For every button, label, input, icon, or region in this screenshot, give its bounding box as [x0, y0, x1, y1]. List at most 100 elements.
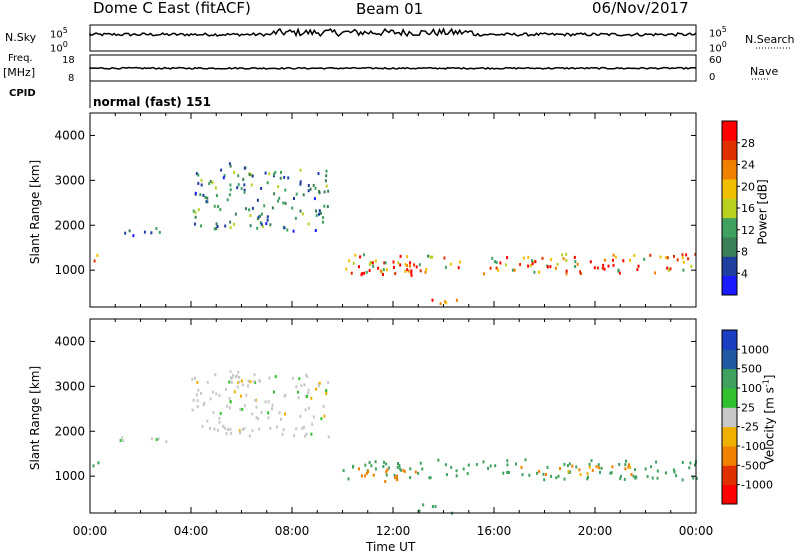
data-cell [318, 381, 321, 385]
data-cell [586, 472, 589, 476]
data-cell [352, 464, 355, 468]
data-cell [541, 256, 544, 260]
power-panel: 1000 2000 3000 4000 [54, 112, 697, 308]
data-cell [415, 265, 418, 269]
data-cell [278, 411, 281, 415]
data-cell [214, 373, 217, 377]
data-cell [681, 478, 684, 482]
data-cell [482, 460, 485, 464]
data-cell [519, 263, 522, 266]
data-cell [358, 265, 360, 269]
data-cell [143, 230, 146, 234]
data-cell [384, 480, 387, 483]
data-cell [495, 266, 498, 270]
data-cell [379, 269, 382, 273]
data-cell [529, 264, 532, 268]
data-cell [625, 459, 627, 463]
data-cell [307, 222, 310, 226]
data-cell [313, 415, 315, 419]
data-cell [413, 263, 416, 267]
power-colorbar: 28 24 20 16 12 8 4 [721, 120, 755, 296]
data-cell [273, 172, 275, 176]
data-cell [243, 166, 246, 170]
data-cell [325, 392, 328, 395]
data-cell [579, 272, 582, 275]
data-cell [249, 380, 252, 384]
data-cell [319, 211, 322, 215]
data-cell [230, 376, 233, 380]
velocity-colorbar-tick-label: -25 [741, 421, 759, 434]
data-cell [418, 509, 421, 513]
data-cell [623, 477, 626, 481]
data-cell [506, 459, 509, 463]
data-cell [506, 256, 509, 260]
data-cell [311, 422, 314, 426]
data-cell [528, 473, 531, 477]
data-cell [410, 269, 413, 273]
data-cell [603, 258, 606, 262]
data-cell [271, 403, 274, 407]
data-cell [618, 271, 621, 275]
data-cell [197, 388, 200, 392]
data-cell [222, 424, 225, 428]
velocity-colorbar-swatch [722, 349, 737, 370]
data-cell [538, 469, 541, 473]
data-cell [222, 176, 225, 180]
data-cell [495, 260, 498, 264]
data-cell [243, 427, 246, 431]
power-colorbar-swatch [722, 198, 737, 219]
data-cell [202, 193, 205, 197]
data-cell [128, 229, 131, 233]
data-cell [255, 405, 258, 409]
data-cell [531, 262, 534, 266]
data-cell [206, 196, 209, 200]
data-cell [313, 197, 316, 201]
data-cell [206, 380, 209, 384]
velocity-colorbar-swatch [722, 465, 737, 486]
data-cell [304, 408, 307, 412]
cpid-label: CPID [9, 88, 36, 99]
data-cell [282, 428, 285, 432]
data-cell [393, 266, 395, 269]
data-cell [499, 261, 502, 265]
velocity-colorbar-swatch [722, 388, 737, 408]
data-cell [229, 427, 232, 431]
data-cell [409, 261, 411, 265]
data-cell [195, 172, 198, 176]
data-cell [234, 212, 237, 216]
data-cell [418, 263, 421, 267]
data-cell [543, 478, 546, 482]
y-tick-label: 3000 [54, 173, 85, 187]
data-cell [284, 188, 287, 192]
data-cell [215, 227, 218, 231]
data-cell [672, 468, 675, 472]
data-cell [422, 503, 425, 507]
data-cell [251, 174, 254, 178]
data-cell [218, 420, 221, 424]
data-cell [201, 424, 204, 428]
data-cell [195, 393, 198, 397]
data-cell [681, 461, 684, 464]
data-cell [689, 461, 692, 465]
data-cell [467, 463, 470, 467]
date-label: 06/Nov/2017 [592, 0, 689, 17]
data-cell [229, 188, 232, 192]
data-cell [369, 261, 372, 265]
data-cell [259, 221, 262, 225]
data-cell [687, 257, 690, 261]
power-colorbar-tick-label: 16 [741, 202, 755, 215]
data-cell [636, 268, 639, 272]
data-cell [315, 213, 318, 217]
data-cell [327, 381, 330, 384]
data-cell [234, 375, 237, 379]
data-cell [392, 260, 395, 264]
data-cell [158, 230, 161, 234]
data-cell [634, 476, 637, 480]
data-cell [487, 466, 489, 470]
data-cell [502, 471, 505, 475]
data-cell [212, 411, 215, 415]
data-cell [228, 162, 231, 166]
data-cell [427, 254, 430, 258]
data-cell [228, 396, 231, 400]
x-tick-label: 00:00 [679, 524, 714, 538]
